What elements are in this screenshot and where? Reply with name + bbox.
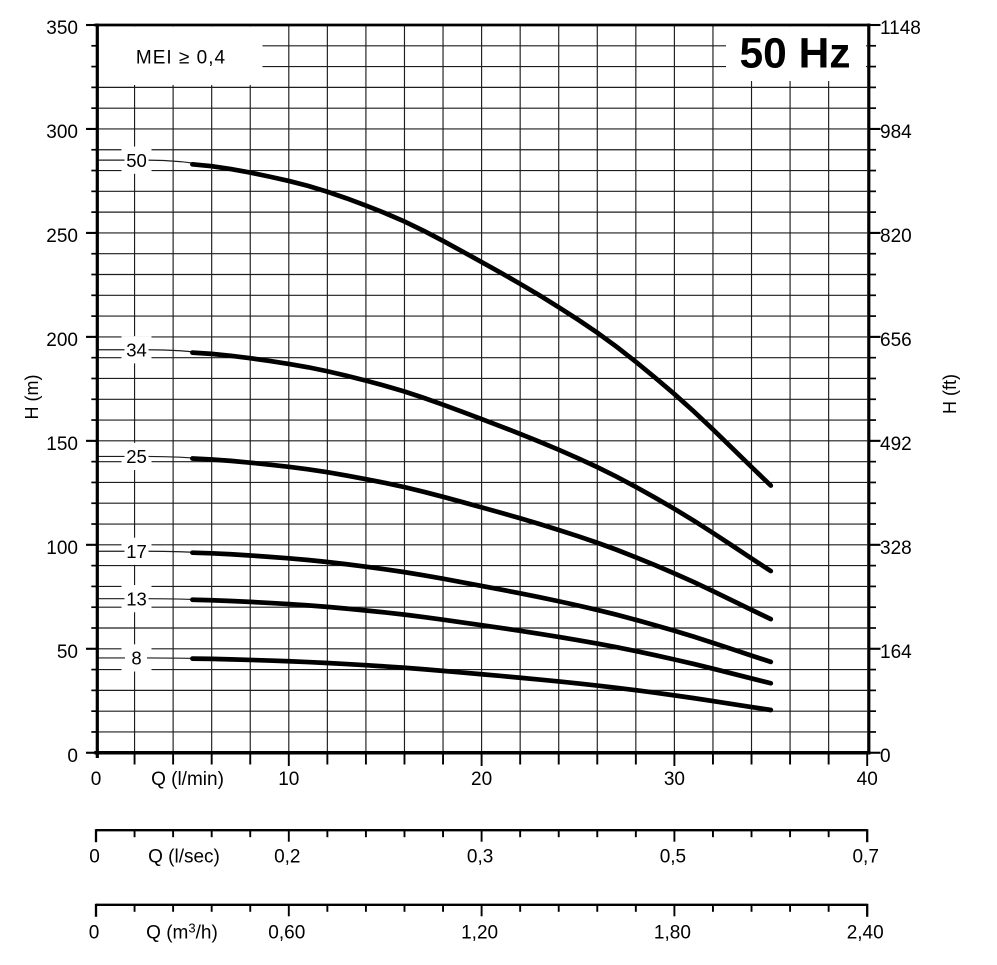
svg-text:2,40: 2,40 bbox=[847, 923, 884, 944]
svg-text:10: 10 bbox=[278, 769, 299, 790]
svg-text:820: 820 bbox=[880, 226, 912, 247]
svg-text:1,20: 1,20 bbox=[461, 923, 498, 944]
svg-text:0: 0 bbox=[67, 746, 78, 767]
svg-text:50 Hz: 50 Hz bbox=[739, 31, 850, 78]
svg-text:328: 328 bbox=[880, 538, 912, 559]
svg-text:H (m): H (m) bbox=[22, 375, 42, 420]
svg-text:MEI ≥ 0,4: MEI ≥ 0,4 bbox=[136, 48, 226, 69]
svg-text:0,60: 0,60 bbox=[268, 923, 305, 944]
svg-text:13: 13 bbox=[126, 588, 147, 609]
svg-text:Q (m3/h): Q (m3/h) bbox=[146, 921, 218, 944]
svg-text:150: 150 bbox=[46, 434, 78, 455]
svg-text:0,5: 0,5 bbox=[660, 847, 686, 868]
svg-text:0: 0 bbox=[91, 769, 102, 790]
svg-text:30: 30 bbox=[664, 769, 685, 790]
svg-text:164: 164 bbox=[880, 642, 912, 663]
svg-text:100: 100 bbox=[46, 538, 78, 559]
svg-text:492: 492 bbox=[880, 434, 912, 455]
svg-text:350: 350 bbox=[46, 18, 78, 39]
svg-text:656: 656 bbox=[880, 330, 912, 351]
svg-text:40: 40 bbox=[857, 769, 878, 790]
svg-text:1,80: 1,80 bbox=[654, 923, 691, 944]
svg-text:34: 34 bbox=[126, 339, 147, 360]
svg-text:Q (l/min): Q (l/min) bbox=[151, 769, 224, 790]
svg-text:Q (l/sec): Q (l/sec) bbox=[148, 847, 220, 868]
svg-text:0,7: 0,7 bbox=[852, 847, 878, 868]
svg-text:0: 0 bbox=[89, 847, 100, 868]
svg-text:0,2: 0,2 bbox=[274, 847, 300, 868]
svg-text:50: 50 bbox=[126, 150, 147, 171]
svg-text:17: 17 bbox=[126, 541, 147, 562]
svg-text:H (ft): H (ft) bbox=[940, 374, 960, 414]
svg-text:200: 200 bbox=[46, 330, 78, 351]
svg-text:250: 250 bbox=[46, 226, 78, 247]
svg-text:0: 0 bbox=[89, 923, 100, 944]
svg-text:25: 25 bbox=[126, 446, 147, 467]
svg-text:1148: 1148 bbox=[880, 18, 921, 39]
svg-text:300: 300 bbox=[46, 122, 78, 143]
svg-text:0,3: 0,3 bbox=[467, 847, 493, 868]
svg-text:984: 984 bbox=[880, 122, 912, 143]
svg-text:50: 50 bbox=[57, 642, 78, 663]
svg-text:20: 20 bbox=[471, 769, 492, 790]
svg-text:0: 0 bbox=[880, 746, 891, 767]
svg-text:8: 8 bbox=[131, 648, 141, 669]
